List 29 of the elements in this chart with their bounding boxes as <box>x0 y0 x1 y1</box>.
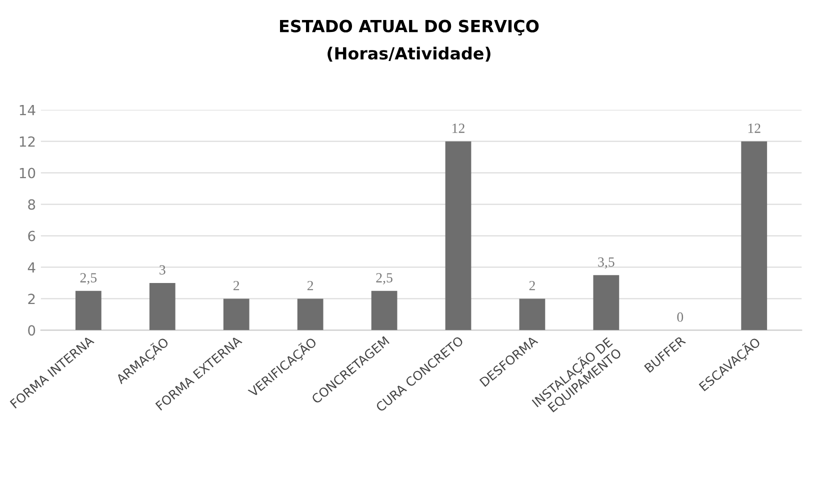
chart-title: ESTADO ATUAL DO SERVIÇO <box>280 20 539 36</box>
data-label: 2,5 <box>80 273 97 284</box>
data-label: 2 <box>529 280 535 290</box>
y-tick-label: 0 <box>28 325 36 336</box>
y-tick-label: 12 <box>20 136 35 147</box>
data-label: 3 <box>160 265 166 275</box>
data-label: 2 <box>307 280 314 290</box>
bar <box>741 141 768 330</box>
y-tick-label: 6 <box>28 230 36 242</box>
data-label: 0 <box>677 312 684 322</box>
y-tick-label: 8 <box>28 199 36 210</box>
bar <box>149 282 176 330</box>
y-tick-label: 4 <box>28 262 36 273</box>
y-tick-label: 14 <box>20 105 36 116</box>
bar <box>593 275 620 330</box>
data-label: 2 <box>233 280 240 290</box>
data-label: 12 <box>452 124 464 133</box>
chart-subtitle: (Horas/Atividade) <box>328 46 490 62</box>
data-label: 2,5 <box>376 273 392 284</box>
bar <box>75 290 102 330</box>
bar <box>297 298 324 330</box>
bar <box>223 298 250 330</box>
bar <box>445 141 472 330</box>
data-label: 12 <box>748 124 760 133</box>
y-tick-label: 10 <box>20 168 36 178</box>
y-tick-label: 2 <box>28 294 35 304</box>
data-label: 3,5 <box>598 257 614 269</box>
bar <box>519 298 546 330</box>
bar <box>371 290 398 330</box>
